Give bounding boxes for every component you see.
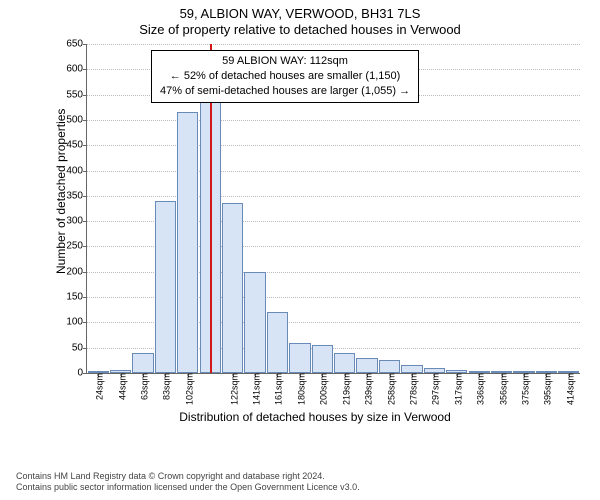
xtick-label: 395sqm: [540, 373, 553, 405]
ytick-label: 500: [66, 114, 87, 125]
ytick-label: 50: [72, 342, 87, 353]
attribution-line-2: Contains public sector information licen…: [16, 482, 360, 494]
info-box-line: ← 52% of detached houses are smaller (1,…: [160, 69, 410, 84]
histogram-bar: [334, 353, 355, 373]
ytick-label: 650: [66, 39, 87, 50]
xtick-label: 44sqm: [114, 373, 127, 400]
ytick-label: 250: [66, 241, 87, 252]
xtick-label: 375sqm: [517, 373, 530, 405]
property-info-box: 59 ALBION WAY: 112sqm← 52% of detached h…: [151, 50, 419, 103]
attribution-line-1: Contains HM Land Registry data © Crown c…: [16, 471, 360, 483]
ytick-label: 400: [66, 165, 87, 176]
histogram-bar: [379, 360, 400, 373]
page-title-main: 59, ALBION WAY, VERWOOD, BH31 7LS: [0, 6, 600, 21]
histogram-bar: [401, 365, 422, 373]
ytick-label: 600: [66, 64, 87, 75]
xtick-label: 317sqm: [450, 373, 463, 405]
gridline-h: [87, 171, 580, 172]
gridline-h: [87, 196, 580, 197]
histogram-bar: [244, 272, 265, 373]
histogram-bar: [356, 358, 377, 373]
xtick-label: 102sqm: [181, 373, 194, 405]
info-box-line: 47% of semi-detached houses are larger (…: [160, 84, 410, 99]
xtick-label: 161sqm: [271, 373, 284, 405]
ytick-label: 150: [66, 292, 87, 303]
xtick-label: 219sqm: [338, 373, 351, 405]
xtick-label: 239sqm: [361, 373, 374, 405]
ytick-label: 450: [66, 140, 87, 151]
xtick-label: 297sqm: [428, 373, 441, 405]
xtick-label: 258sqm: [383, 373, 396, 405]
ytick-label: 200: [66, 266, 87, 277]
attribution-text: Contains HM Land Registry data © Crown c…: [16, 471, 360, 494]
xtick-label: 122sqm: [226, 373, 239, 405]
plot-area: 59 ALBION WAY: 112sqm← 52% of detached h…: [86, 44, 580, 374]
xtick-label: 83sqm: [159, 373, 172, 400]
xtick-label: 278sqm: [405, 373, 418, 405]
xtick-label: 24sqm: [92, 373, 105, 400]
xtick-label: 356sqm: [495, 373, 508, 405]
histogram-bar: [155, 201, 176, 373]
ytick-label: 300: [66, 216, 87, 227]
histogram-bar: [177, 112, 198, 373]
histogram-bar: [312, 345, 333, 373]
histogram-bar: [289, 343, 310, 373]
ytick-label: 350: [66, 190, 87, 201]
ytick-label: 0: [77, 368, 87, 379]
chart-container: Number of detached properties 59 ALBION …: [50, 44, 580, 424]
ytick-label: 550: [66, 89, 87, 100]
xtick-label: 63sqm: [137, 373, 150, 400]
xtick-label: 141sqm: [249, 373, 262, 405]
histogram-bar: [267, 312, 288, 373]
histogram-bar: [132, 353, 153, 373]
page-title-sub: Size of property relative to detached ho…: [0, 22, 600, 37]
gridline-h: [87, 44, 580, 45]
xtick-label: 336sqm: [473, 373, 486, 405]
x-axis-label: Distribution of detached houses by size …: [50, 410, 580, 424]
gridline-h: [87, 120, 580, 121]
xtick-label: 200sqm: [316, 373, 329, 405]
histogram-bar: [222, 203, 243, 373]
xtick-label: 180sqm: [293, 373, 306, 405]
gridline-h: [87, 145, 580, 146]
xtick-label: 414sqm: [562, 373, 575, 405]
info-box-line: 59 ALBION WAY: 112sqm: [160, 54, 410, 69]
ytick-label: 100: [66, 317, 87, 328]
